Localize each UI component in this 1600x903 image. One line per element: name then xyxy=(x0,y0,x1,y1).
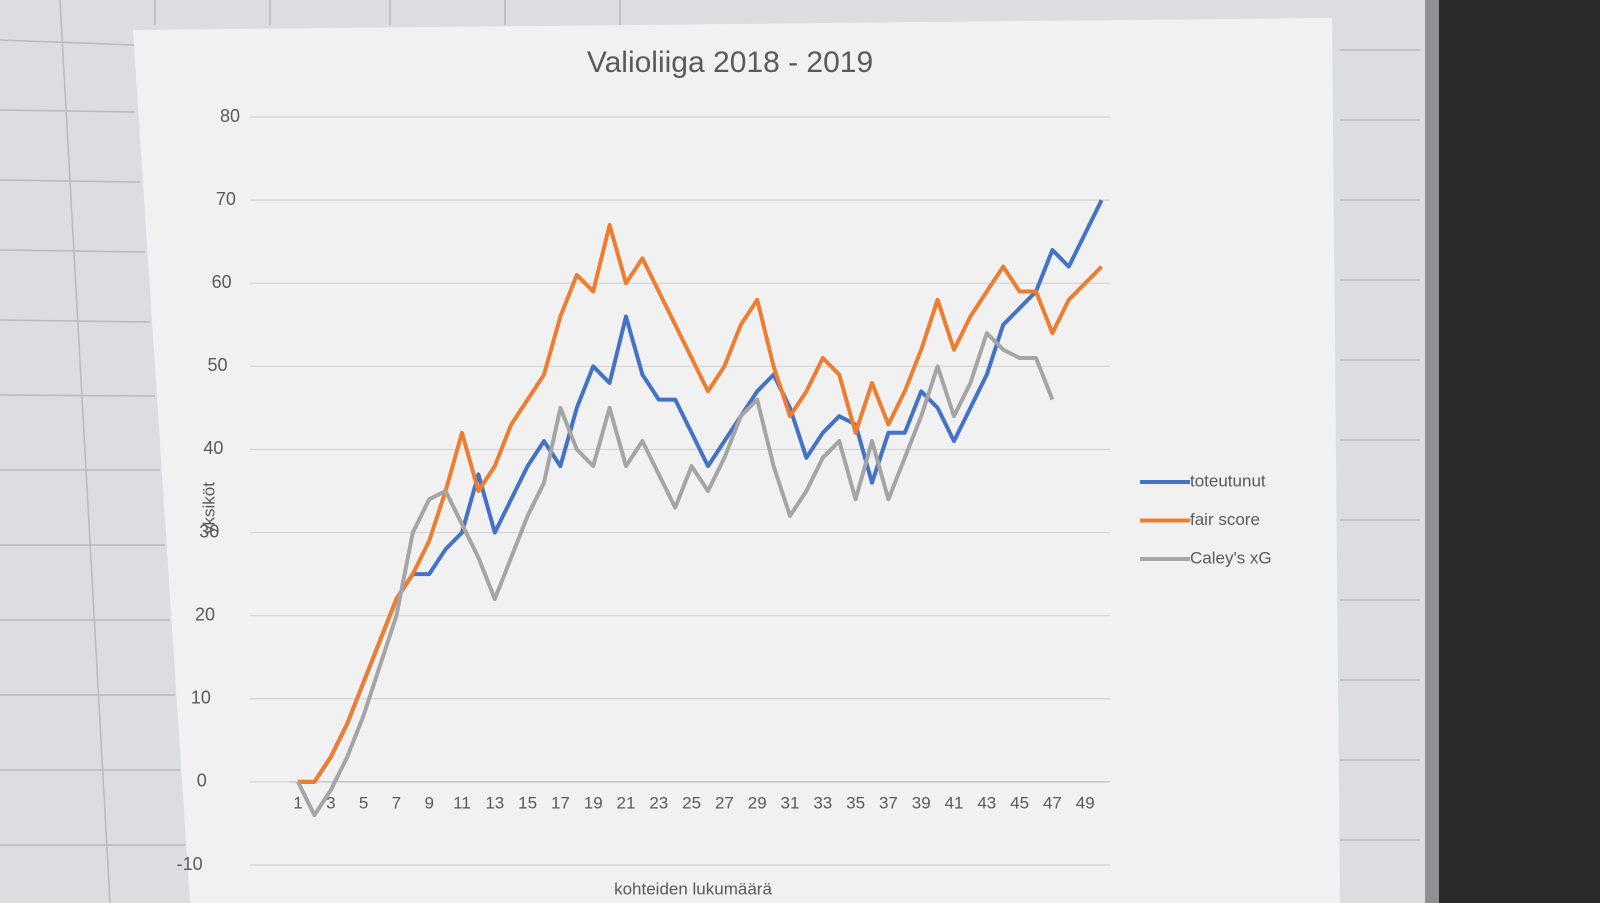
y-tick-label: -10 xyxy=(177,854,203,874)
legend-label: Caley's xG xyxy=(1190,548,1272,567)
y-axis-title: yksiköt xyxy=(199,482,218,534)
x-tick-label: 15 xyxy=(518,793,537,812)
x-tick-label: 19 xyxy=(584,793,603,812)
x-axis-title: kohteiden lukumäärä xyxy=(614,879,772,898)
chart-area xyxy=(133,18,1340,903)
x-tick-label: 7 xyxy=(392,793,401,812)
x-tick-label: 35 xyxy=(846,793,865,812)
monitor-edge xyxy=(1425,0,1439,903)
x-tick-label: 5 xyxy=(359,793,368,812)
y-tick-label: 30 xyxy=(199,521,219,541)
y-tick-label: 50 xyxy=(208,355,228,375)
series-line xyxy=(296,331,1055,818)
chart-title: Valioliiga 2018 - 2019 xyxy=(587,46,873,79)
x-tick-label: 13 xyxy=(485,793,504,812)
y-tick-label: 40 xyxy=(203,438,223,458)
legend-label: toteutunut xyxy=(1190,471,1266,490)
x-tick-label: 25 xyxy=(682,793,701,812)
x-tick-label: 39 xyxy=(912,793,931,812)
x-tick-label: 3 xyxy=(326,793,335,812)
x-tick-label: 29 xyxy=(748,793,767,812)
x-tick-label: 9 xyxy=(424,793,433,812)
y-tick-label: 20 xyxy=(195,604,215,624)
x-tick-label: 37 xyxy=(879,793,898,812)
x-tick-label: 11 xyxy=(453,793,471,812)
x-tick-label: 1 xyxy=(293,793,302,812)
y-tick-label: 10 xyxy=(191,688,211,708)
monitor-bezel xyxy=(1435,0,1600,903)
x-tick-label: 43 xyxy=(977,793,996,812)
x-tick-label: 31 xyxy=(781,793,800,812)
y-tick-label: 80 xyxy=(220,106,240,126)
y-tick-label: 70 xyxy=(216,189,236,209)
x-tick-label: 49 xyxy=(1076,793,1095,812)
x-tick-label: 21 xyxy=(617,793,636,812)
y-tick-label: 60 xyxy=(212,272,232,292)
x-tick-label: 41 xyxy=(945,793,964,812)
x-tick-label: 47 xyxy=(1043,793,1062,812)
y-tick-label: 0 xyxy=(197,771,207,791)
series-line xyxy=(298,199,1104,784)
x-tick-label: 33 xyxy=(813,793,832,812)
x-tick-label: 45 xyxy=(1010,793,1029,812)
x-tick-label: 27 xyxy=(715,793,734,812)
legend-label: fair score xyxy=(1190,510,1260,529)
series-line xyxy=(298,223,1104,784)
x-tick-label: 23 xyxy=(649,793,668,812)
spreadsheet-cells xyxy=(0,0,1420,903)
x-tick-label: 17 xyxy=(551,793,570,812)
